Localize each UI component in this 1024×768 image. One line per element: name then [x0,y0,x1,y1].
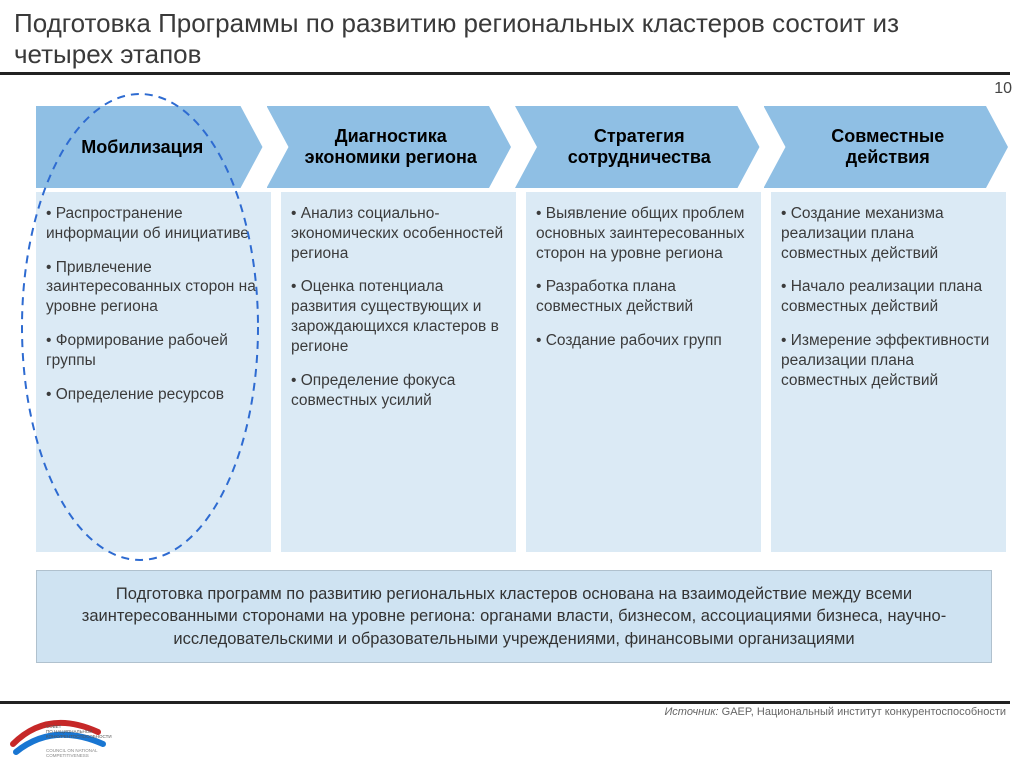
slide: Подготовка Программы по развитию региона… [0,0,1024,768]
stage-3: Стратегия сотрудничества [515,106,760,188]
stage-2: Диагностика экономики региона [267,106,512,188]
stages-row: Мобилизация Диагностика экономики регион… [36,106,1008,188]
slide-title: Подготовка Программы по развитию региона… [14,8,954,70]
svg-text:COMPETITIVENESS: COMPETITIVENESS [46,753,89,758]
detail-item: • Выявление общих проблем основных заинт… [536,204,751,263]
stage-label: Диагностика экономики региона [297,126,486,167]
bottom-rule [0,701,1010,704]
detail-item: • Определение ресурсов [46,385,261,405]
stage-label: Совместные действия [794,126,983,167]
detail-col-4: • Создание механизма реализации плана со… [771,192,1006,552]
stage-label: Стратегия сотрудничества [545,126,734,167]
detail-item: • Измерение эффективности реализации пла… [781,331,996,390]
title-area: Подготовка Программы по развитию региона… [14,8,954,70]
detail-item: • Привлечение заинтересованных сторон на… [46,258,261,317]
source-line: Источник: GAEP, Национальный институт ко… [664,706,1006,718]
detail-col-1: • Распространение информации об инициати… [36,192,271,552]
detail-col-2: • Анализ социально-экономических особенн… [281,192,516,552]
detail-item: • Определение фокуса совместных усилий [291,371,506,411]
stage-1: Мобилизация [36,106,263,188]
stage-4: Совместные действия [764,106,1009,188]
svg-text:ПО НАЦИОНАЛЬНОЙ: ПО НАЦИОНАЛЬНОЙ [46,727,93,734]
detail-col-3: • Выявление общих проблем основных заинт… [526,192,761,552]
top-rule [0,72,1010,75]
svg-text:КОНКУРЕНТОСПОСОБНОСТИ: КОНКУРЕНТОСПОСОБНОСТИ [46,734,112,739]
detail-item: • Анализ социально-экономических особенн… [291,204,506,263]
summary-box: Подготовка программ по развитию регионал… [36,570,992,663]
detail-item: • Создание механизма реализации плана со… [781,204,996,263]
stage-label: Мобилизация [81,137,203,158]
detail-item: • Создание рабочих групп [536,331,751,351]
page-number: 10 [994,80,1012,98]
source-text: GAEP, Национальный институт конкурентосп… [722,706,1006,718]
detail-item: • Начало реализации плана совместных дей… [781,277,996,317]
detail-item: • Формирование рабочей группы [46,331,261,371]
detail-item: • Разработка плана совместных действий [536,277,751,317]
detail-item: • Оценка потенциала развития существующи… [291,277,506,356]
detail-columns: • Распространение информации об инициати… [36,192,1006,552]
detail-item: • Распространение информации об инициати… [46,204,261,244]
source-label: Источник: [664,706,718,718]
summary-text: Подготовка программ по развитию регионал… [82,585,946,648]
logo-icon: СОВЕТ ПО НАЦИОНАЛЬНОЙ КОНКУРЕНТОСПОСОБНО… [8,714,128,760]
